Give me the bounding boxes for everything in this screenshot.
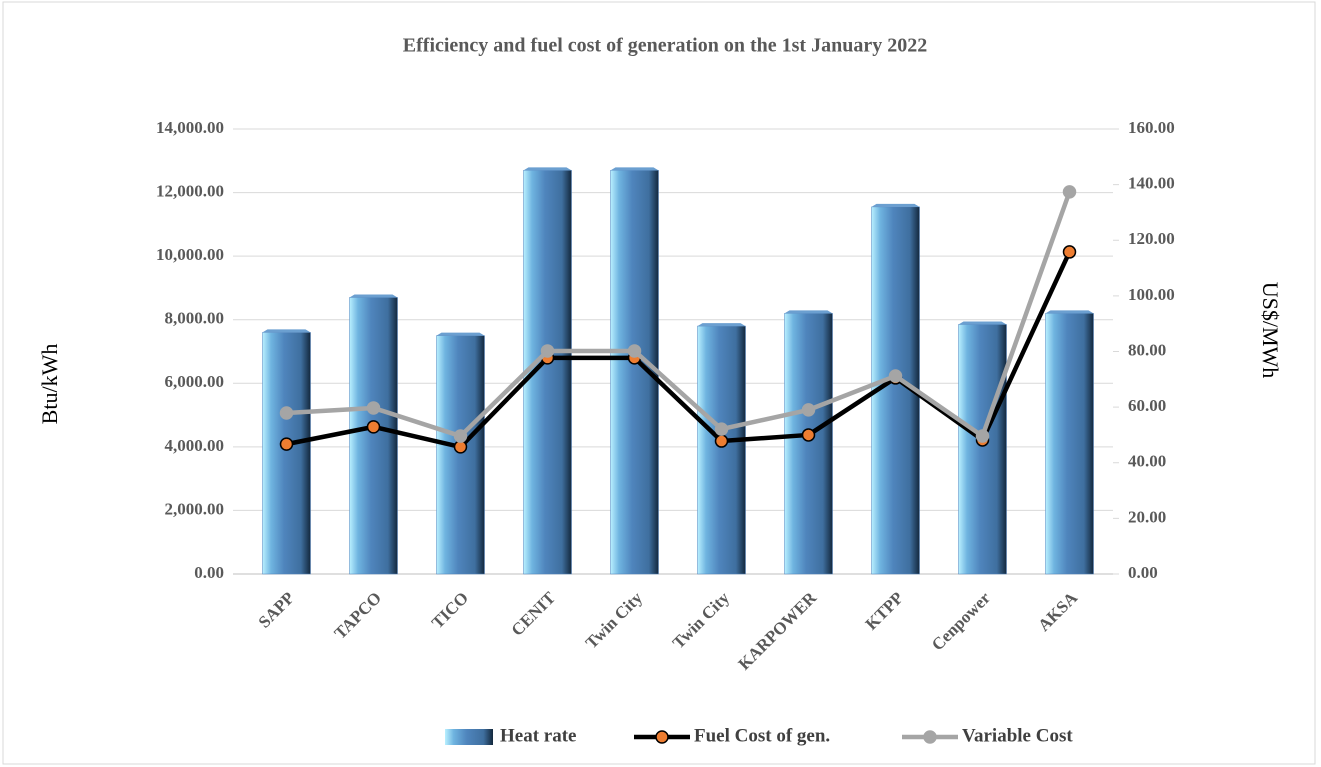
marker (627, 344, 642, 358)
legend-label: Variable Cost (962, 725, 1073, 746)
marker (1062, 245, 1077, 259)
marker (975, 429, 990, 443)
marker (714, 422, 729, 436)
marker (366, 401, 381, 415)
legend-label: Heat rate (500, 725, 576, 746)
marker (801, 428, 816, 442)
bar-cap (262, 329, 311, 333)
y-tick-label: 14,000.00 (156, 118, 224, 137)
bar (784, 313, 833, 575)
y-tick-label: 0.00 (194, 563, 224, 582)
marker (1062, 185, 1077, 199)
y2-tick-label: 140.00 (1128, 174, 1175, 193)
bar (349, 297, 398, 575)
bar-cap (697, 323, 746, 327)
y2-tick-label: 120.00 (1128, 229, 1175, 248)
bar-cap (349, 294, 398, 298)
y2-tick-label: 100.00 (1128, 285, 1175, 304)
marker (279, 437, 294, 451)
y2-tick-label: 40.00 (1128, 452, 1166, 471)
legend-marker (923, 730, 937, 744)
marker (366, 420, 381, 434)
lines (279, 185, 1077, 454)
line (286, 191, 1072, 439)
bar (958, 324, 1007, 575)
y2-tick-label: 20.00 (1128, 507, 1166, 526)
legend-swatch (445, 729, 493, 745)
bar-cap (784, 310, 833, 314)
bar-cap (610, 167, 659, 171)
bar (436, 335, 485, 575)
marker (801, 403, 816, 417)
bar-cap (871, 203, 920, 207)
y-axis-title: Btu/kWh (37, 344, 62, 425)
bar (610, 170, 659, 575)
y2-axis-title: US$/MWh (1258, 282, 1283, 379)
bar (262, 332, 311, 575)
y-tick-label: 4,000.00 (165, 436, 225, 455)
bar-cap (1045, 310, 1094, 314)
legend-label: Fuel Cost of gen. (694, 725, 830, 746)
bar-cap (958, 321, 1007, 325)
marker (714, 434, 729, 448)
bar-cap (523, 167, 572, 171)
y-tick-label: 12,000.00 (156, 181, 224, 200)
y-tick-label: 2,000.00 (165, 499, 225, 518)
marker (540, 344, 555, 358)
y-tick-label: 6,000.00 (165, 372, 225, 391)
marker (453, 429, 468, 443)
y2-tick-label: 0.00 (1128, 563, 1158, 582)
y2-tick-label: 80.00 (1128, 340, 1166, 359)
bar (1045, 313, 1094, 575)
marker (888, 369, 903, 383)
y2-tick-label: 60.00 (1128, 396, 1166, 415)
y2-tick-label: 160.00 (1128, 118, 1175, 137)
y-tick-label: 10,000.00 (156, 245, 224, 264)
line (286, 250, 1072, 450)
legend-marker (655, 730, 669, 744)
marker (279, 406, 294, 420)
chart-title: Efficiency and fuel cost of generation o… (403, 35, 927, 57)
bar-cap (436, 332, 485, 336)
legend: Heat rate Fuel Cost of gen. Variable Cost (445, 725, 1073, 746)
y-tick-label: 8,000.00 (165, 309, 225, 328)
bar (697, 325, 746, 575)
